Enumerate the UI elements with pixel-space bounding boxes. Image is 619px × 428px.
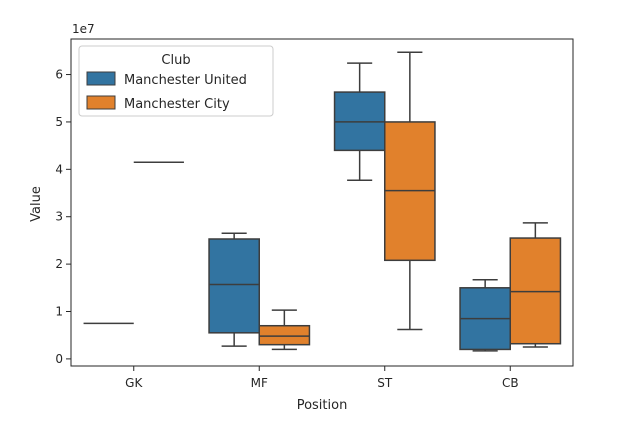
box-manchester-city-cb — [509, 222, 562, 348]
y-axis-ticks: 0 1 2 3 4 5 6 — [55, 68, 71, 366]
y-tick-label: 4 — [55, 162, 63, 176]
box-manchester-united-cb — [459, 278, 511, 352]
y-tick-label: 3 — [55, 210, 63, 224]
box-series — [83, 51, 562, 352]
x-axis-title: Position — [297, 398, 348, 413]
legend-label-manchester-city: Manchester City — [124, 97, 230, 112]
y-tick-label: 2 — [55, 257, 63, 271]
y-tick-label: 0 — [55, 352, 63, 366]
box-manchester-city-st — [384, 51, 436, 331]
box-manchester-united-mf — [208, 232, 261, 347]
box-iqr — [258, 324, 311, 346]
legend-swatch-manchester-city — [86, 95, 116, 110]
legend: Club Manchester United Manchester City — [78, 45, 274, 117]
box-manchester-united-st — [333, 62, 386, 181]
x-axis-ticks: GK MF ST CB — [125, 366, 519, 390]
y-axis-title: Value — [29, 186, 44, 222]
legend-title: Club — [161, 53, 190, 68]
legend-swatch-manchester-united — [86, 71, 116, 86]
legend-label-manchester-united: Manchester United — [124, 73, 247, 88]
plot-frame — [70, 38, 574, 367]
y-tick-label: 1 — [55, 305, 63, 319]
legend-frame — [78, 45, 274, 117]
y-tick-label: 6 — [55, 68, 63, 82]
box-iqr — [208, 238, 261, 334]
x-tick-label: MF — [251, 376, 268, 390]
x-tick-label: GK — [125, 376, 143, 390]
x-tick-label: ST — [377, 376, 393, 390]
y-scale-label: 1e7 — [72, 22, 95, 36]
y-tick-label: 5 — [55, 115, 63, 129]
box-manchester-city-mf — [258, 309, 311, 351]
x-tick-label: CB — [502, 376, 519, 390]
